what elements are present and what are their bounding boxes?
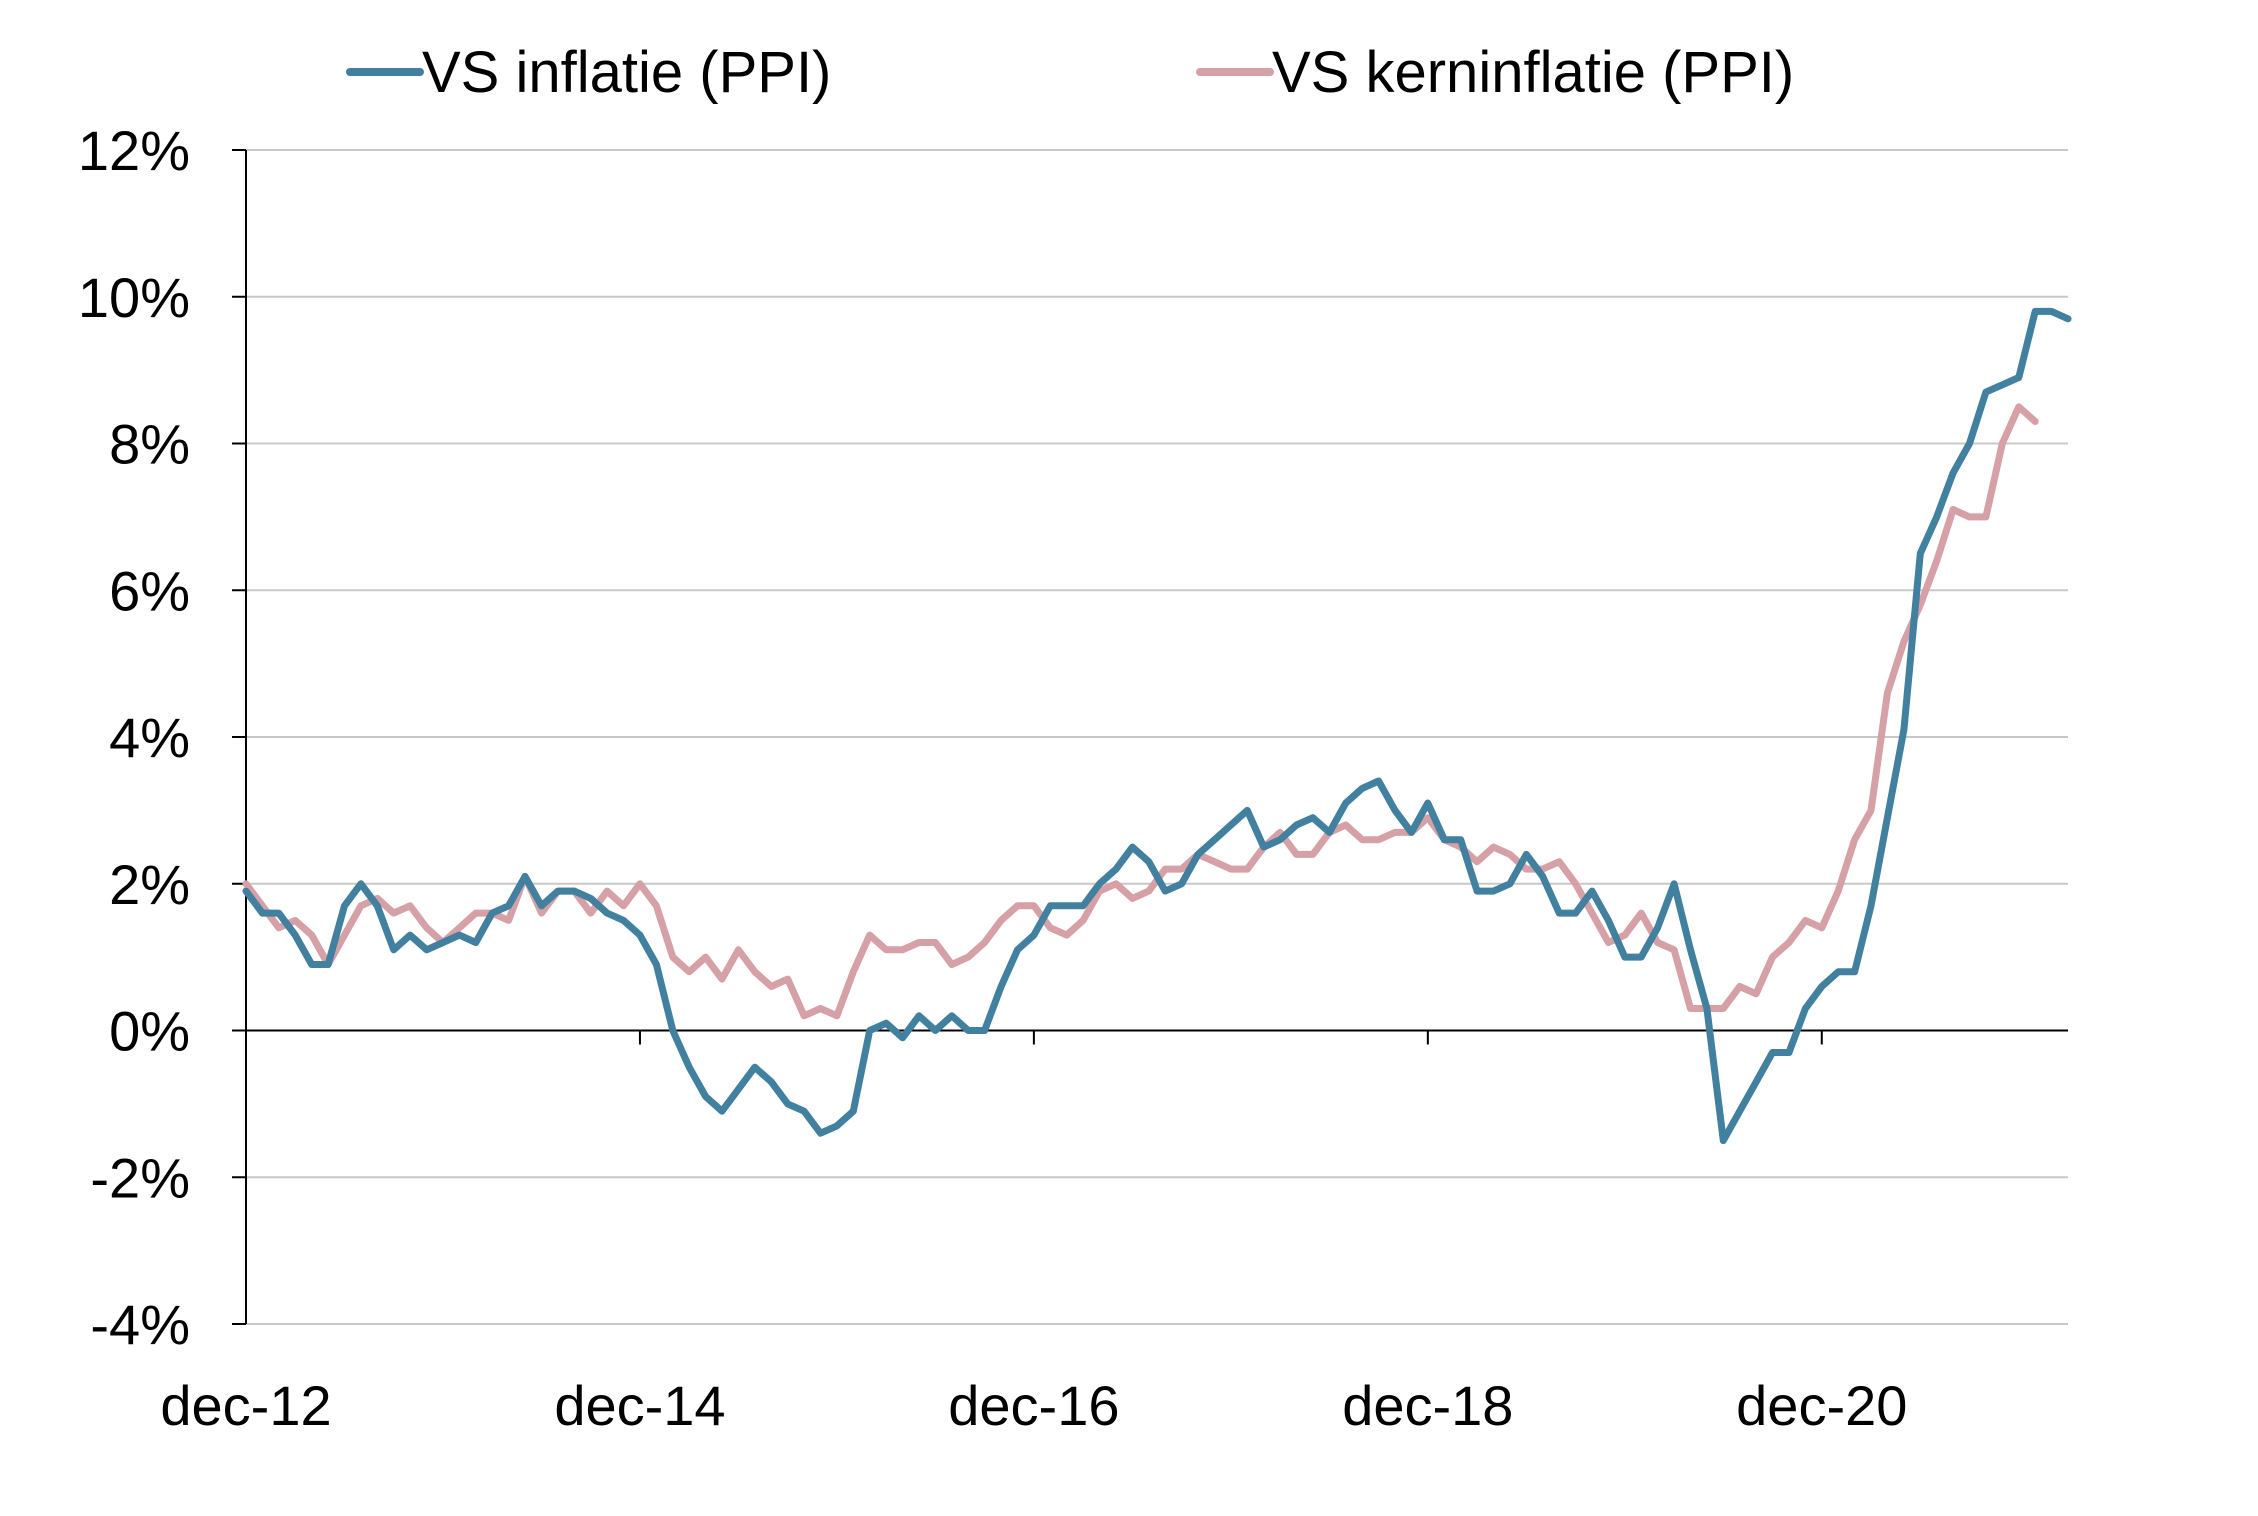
legend-label: VS inflatie (PPI) xyxy=(422,40,831,105)
y-tick-label: -2% xyxy=(90,1146,190,1209)
y-tick-label: 8% xyxy=(109,413,190,476)
x-tick-label: dec-14 xyxy=(554,1374,725,1437)
x-tick-label: dec-18 xyxy=(1342,1374,1513,1437)
series-line-kerninflatie xyxy=(242,403,2039,1020)
series-line-inflatie xyxy=(242,307,2072,1145)
legend: VS inflatie (PPI) VS kerninflatie (PPI) xyxy=(346,40,1794,105)
series-lines xyxy=(242,307,2072,1145)
y-tick-label: 2% xyxy=(109,853,190,916)
axes: -4% -2% 0% 2% 4% 6% 8% 10% 12% dec-12 dec-14 dec-16… xyxy=(78,119,2068,1437)
x-tick-label: dec-16 xyxy=(948,1374,1119,1437)
y-tick-label: 0% xyxy=(109,1000,190,1063)
x-tick-label: dec-20 xyxy=(1736,1374,1907,1437)
gridlines xyxy=(246,149,2068,1325)
y-tick-label: 12% xyxy=(78,119,190,182)
y-tick-label: 10% xyxy=(78,266,190,329)
y-tick-label: 4% xyxy=(109,706,190,769)
y-tick-label: 6% xyxy=(109,559,190,622)
x-tick-label: dec-12 xyxy=(160,1374,331,1437)
legend-label: VS kerninflatie (PPI) xyxy=(1272,40,1794,105)
y-tick-label: -4% xyxy=(90,1293,190,1356)
